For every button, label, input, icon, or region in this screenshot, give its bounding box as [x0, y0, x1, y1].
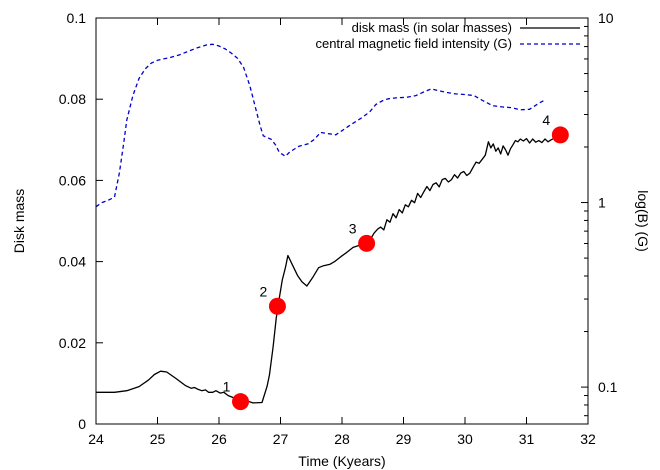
x-tick-label: 24	[88, 431, 104, 447]
plot-frame	[95, 17, 589, 425]
x-tick-label: 26	[211, 431, 227, 447]
magnetic-field-line	[96, 43, 546, 208]
x-tick-label: 25	[150, 431, 166, 447]
event-marker-label: 4	[542, 112, 550, 128]
event-marker-label: 3	[349, 220, 357, 236]
x-tick-label: 32	[580, 431, 596, 447]
legend-label: disk mass (in solar masses)	[352, 20, 512, 35]
event-marker	[358, 234, 376, 252]
y-axis-title: Disk mass	[11, 189, 27, 254]
event-marker-label: 1	[223, 379, 231, 395]
y2-tick-label: 10	[598, 10, 614, 26]
y-axis-right: 0.1 1 10	[581, 10, 618, 417]
y2-tick-label: 0.1	[598, 379, 618, 395]
y-tick-label: 0.02	[59, 335, 86, 351]
event-marker	[232, 393, 250, 411]
y-tick-label: 0	[78, 416, 86, 432]
legend: disk mass (in solar masses)central magne…	[315, 20, 580, 51]
event-marker-label: 2	[260, 283, 268, 299]
x-axis-title: Time (Kyears)	[298, 453, 385, 469]
x-tick-label: 27	[273, 431, 289, 447]
disk-mass-line	[96, 134, 561, 404]
event-marker	[268, 297, 286, 315]
x-tick-label: 30	[457, 431, 473, 447]
x-tick-label: 31	[519, 431, 535, 447]
plot-series	[96, 43, 561, 404]
y-axis-left: 0 0.02 0.04 0.06 0.08 0.1	[59, 10, 103, 432]
y-tick-label: 0.08	[59, 91, 86, 107]
y-tick-label: 0.06	[59, 172, 86, 188]
plot-markers: 1 2 3 4	[223, 112, 569, 411]
x-axis: 24 25 26 27 28 29 30 31 32	[88, 18, 596, 447]
event-marker	[551, 126, 569, 144]
y-tick-label: 0.1	[67, 10, 87, 26]
legend-label: central magnetic field intensity (G)	[315, 36, 512, 51]
x-tick-label: 29	[396, 431, 412, 447]
y-tick-label: 0.04	[59, 254, 86, 270]
y2-tick-label: 1	[598, 195, 606, 211]
x-tick-label: 28	[334, 431, 350, 447]
y2-axis-title: log(B) (G)	[635, 190, 651, 251]
